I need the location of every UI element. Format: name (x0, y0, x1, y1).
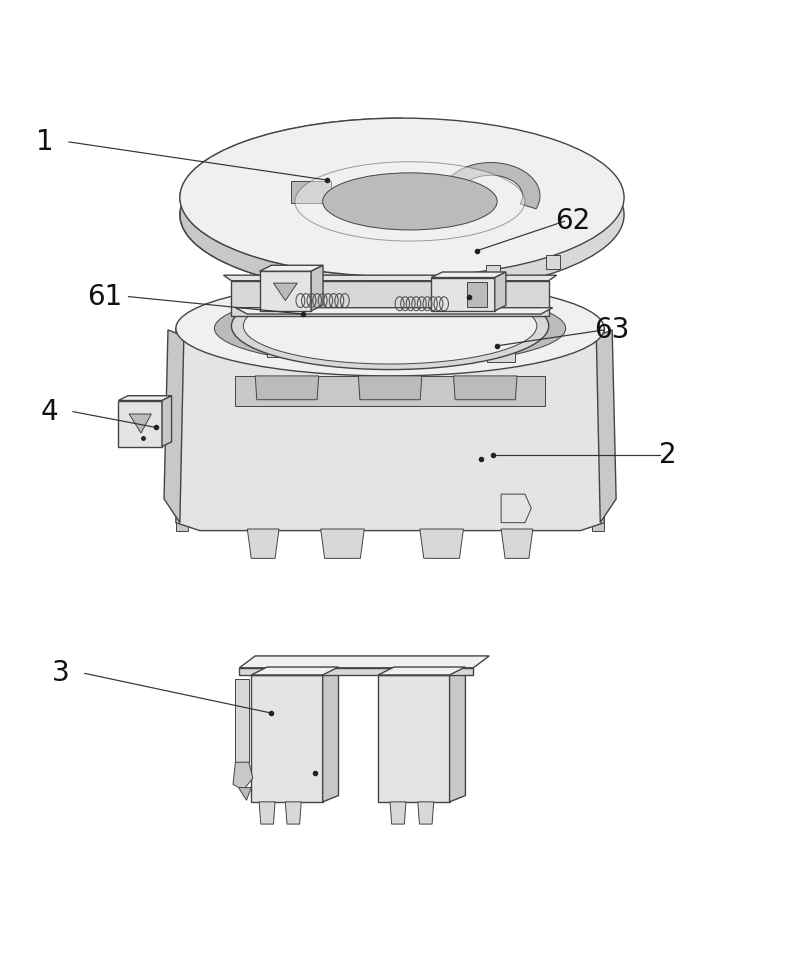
Polygon shape (321, 529, 365, 558)
Polygon shape (442, 162, 540, 209)
Polygon shape (467, 281, 487, 307)
Polygon shape (233, 762, 253, 790)
Polygon shape (240, 668, 474, 675)
Ellipse shape (180, 118, 624, 277)
Polygon shape (367, 200, 410, 211)
Ellipse shape (244, 288, 537, 364)
Polygon shape (355, 275, 369, 290)
Text: 4: 4 (40, 398, 58, 426)
Polygon shape (236, 376, 544, 406)
Polygon shape (378, 668, 466, 675)
Polygon shape (232, 281, 548, 317)
Polygon shape (485, 223, 502, 247)
Polygon shape (431, 272, 506, 277)
Polygon shape (162, 396, 171, 446)
Polygon shape (259, 271, 311, 311)
Polygon shape (303, 270, 318, 285)
Polygon shape (236, 308, 552, 314)
Polygon shape (311, 266, 323, 311)
Polygon shape (176, 328, 188, 530)
Polygon shape (274, 283, 297, 300)
Polygon shape (236, 679, 249, 762)
Ellipse shape (322, 173, 498, 230)
Text: 63: 63 (595, 316, 630, 344)
Polygon shape (487, 344, 515, 361)
Polygon shape (429, 223, 447, 247)
Polygon shape (454, 376, 517, 400)
Polygon shape (164, 330, 184, 523)
Polygon shape (322, 668, 338, 802)
Polygon shape (495, 272, 506, 311)
Polygon shape (365, 223, 383, 247)
Polygon shape (252, 675, 322, 802)
Polygon shape (267, 334, 298, 356)
Polygon shape (239, 787, 252, 800)
Ellipse shape (295, 161, 525, 242)
Ellipse shape (214, 291, 566, 365)
Text: 1: 1 (36, 128, 54, 156)
Ellipse shape (176, 281, 604, 376)
Polygon shape (592, 328, 604, 530)
Polygon shape (545, 255, 560, 269)
Polygon shape (302, 223, 319, 247)
Polygon shape (252, 668, 338, 675)
Polygon shape (358, 376, 422, 400)
Polygon shape (119, 401, 162, 446)
Polygon shape (129, 414, 151, 433)
Polygon shape (248, 529, 279, 558)
Text: 2: 2 (659, 441, 677, 469)
Polygon shape (259, 266, 323, 271)
Polygon shape (240, 656, 490, 668)
Polygon shape (501, 529, 533, 558)
Text: 3: 3 (52, 660, 70, 688)
Polygon shape (486, 265, 501, 279)
Polygon shape (419, 529, 463, 558)
Polygon shape (450, 668, 466, 802)
Ellipse shape (180, 135, 624, 295)
Polygon shape (596, 330, 616, 523)
Text: 62: 62 (555, 208, 590, 236)
Polygon shape (256, 376, 318, 400)
Polygon shape (285, 802, 301, 824)
Polygon shape (382, 335, 422, 357)
Polygon shape (548, 223, 565, 247)
Polygon shape (180, 118, 402, 295)
Polygon shape (501, 494, 531, 523)
Polygon shape (224, 275, 556, 281)
Polygon shape (378, 675, 450, 802)
Polygon shape (291, 181, 330, 203)
Polygon shape (317, 334, 345, 355)
Polygon shape (431, 277, 495, 311)
Polygon shape (119, 396, 171, 401)
Polygon shape (442, 340, 474, 359)
Ellipse shape (232, 282, 548, 370)
Polygon shape (259, 802, 275, 824)
Polygon shape (176, 328, 604, 530)
Polygon shape (418, 802, 434, 824)
Polygon shape (390, 802, 406, 824)
Text: 61: 61 (87, 283, 122, 311)
